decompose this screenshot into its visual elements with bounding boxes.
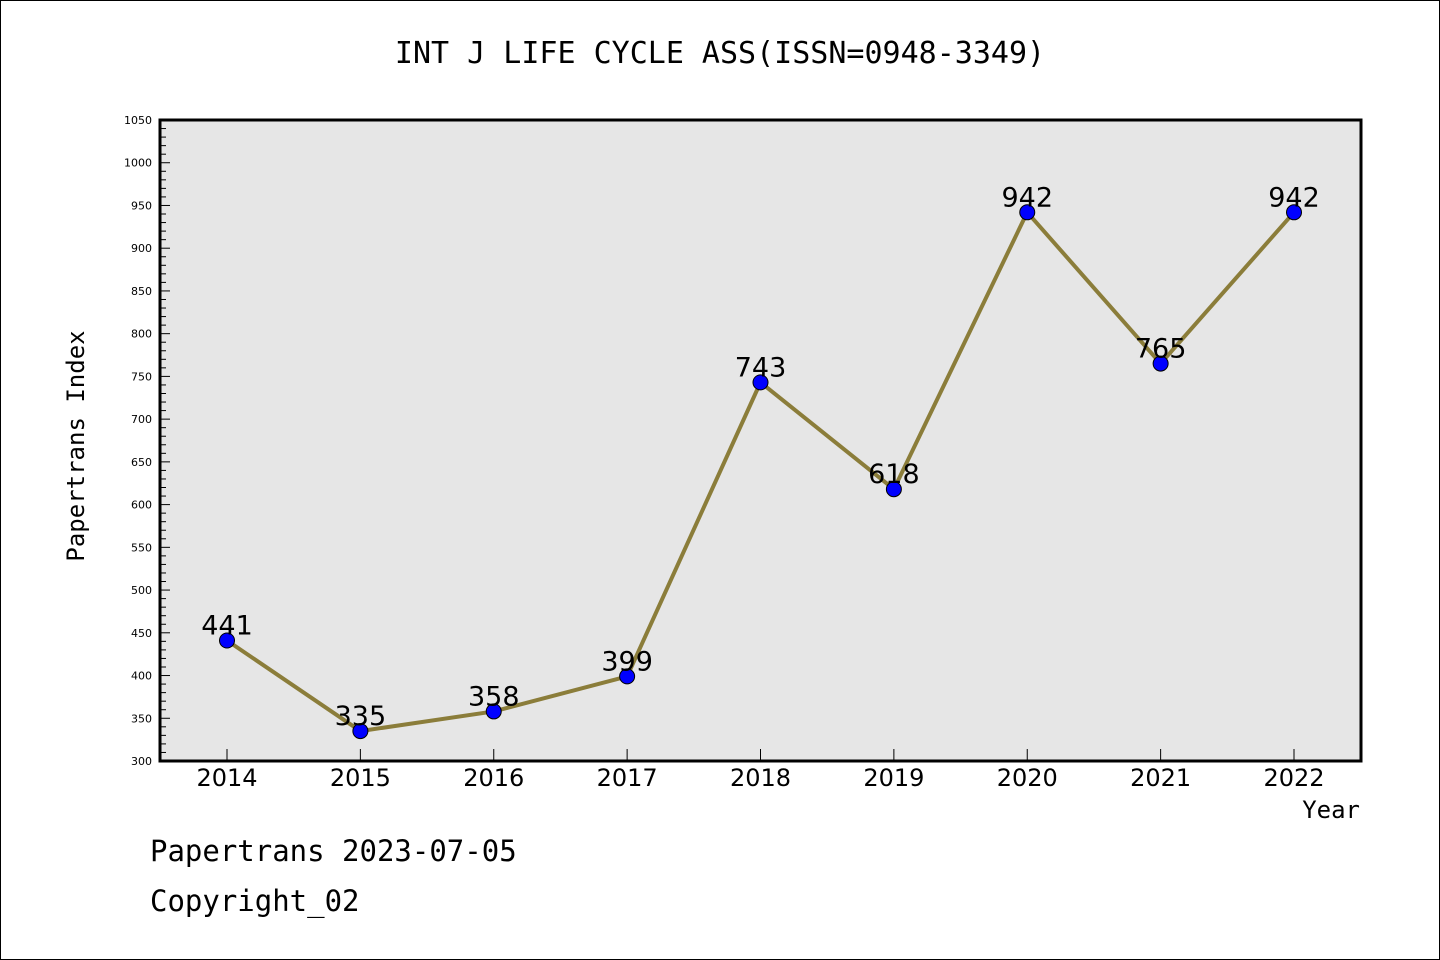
y-tick-label: 300	[131, 755, 152, 768]
x-tick-label: 2022	[1263, 764, 1324, 792]
data-point	[1152, 355, 1169, 372]
x-tick-label: 2021	[1130, 764, 1191, 792]
y-tick-label: 750	[131, 370, 152, 383]
y-tick-label: 700	[131, 413, 152, 426]
y-tick-label: 1000	[124, 157, 152, 170]
y-tick-label: 450	[131, 627, 152, 640]
data-label: 441	[201, 610, 253, 641]
data-label: 618	[868, 459, 920, 490]
x-tick-label: 2014	[196, 764, 257, 792]
data-point	[885, 481, 902, 498]
y-tick-label: 800	[131, 328, 152, 341]
footer-credit: Papertrans 2023-07-05	[150, 834, 517, 868]
x-tick-label: 2015	[330, 764, 391, 792]
y-tick-label: 950	[131, 199, 152, 212]
y-tick-label: 600	[131, 499, 152, 512]
data-point	[352, 723, 369, 740]
x-tick-label: 2018	[730, 764, 791, 792]
y-tick-label: 1050	[124, 114, 152, 127]
data-label: 942	[1268, 182, 1320, 213]
y-tick-label: 850	[131, 285, 152, 298]
y-tick-label: 350	[131, 712, 152, 725]
x-tick-label: 2016	[463, 764, 524, 792]
y-tick-label: 500	[131, 584, 152, 597]
y-tick-label: 900	[131, 242, 152, 255]
y-tick-label: 550	[131, 541, 152, 554]
y-tick-label: 400	[131, 670, 152, 683]
data-point	[1019, 204, 1036, 221]
data-point	[1286, 204, 1302, 221]
x-axis-label: Year	[1302, 796, 1360, 824]
chart-title: INT J LIFE CYCLE ASS(ISSN=0948-3349)	[394, 36, 1046, 71]
x-tick-label: 2017	[597, 764, 658, 792]
plot-border	[158, 118, 1363, 763]
data-point	[619, 668, 636, 685]
data-label: 765	[1135, 334, 1187, 365]
data-label: 358	[468, 681, 520, 712]
footer-copyright: Copyright_02	[150, 884, 360, 918]
data-point	[485, 703, 502, 720]
data-label: 942	[1001, 182, 1053, 213]
x-tick-label: 2019	[863, 764, 924, 792]
plot-area	[160, 120, 1361, 761]
data-label: 743	[735, 352, 787, 383]
x-tick-label: 2020	[997, 764, 1058, 792]
data-label: 335	[335, 701, 387, 732]
data-label: 399	[601, 646, 653, 677]
y-tick-label: 650	[131, 456, 152, 469]
data-point	[219, 632, 235, 649]
data-point	[752, 374, 769, 391]
